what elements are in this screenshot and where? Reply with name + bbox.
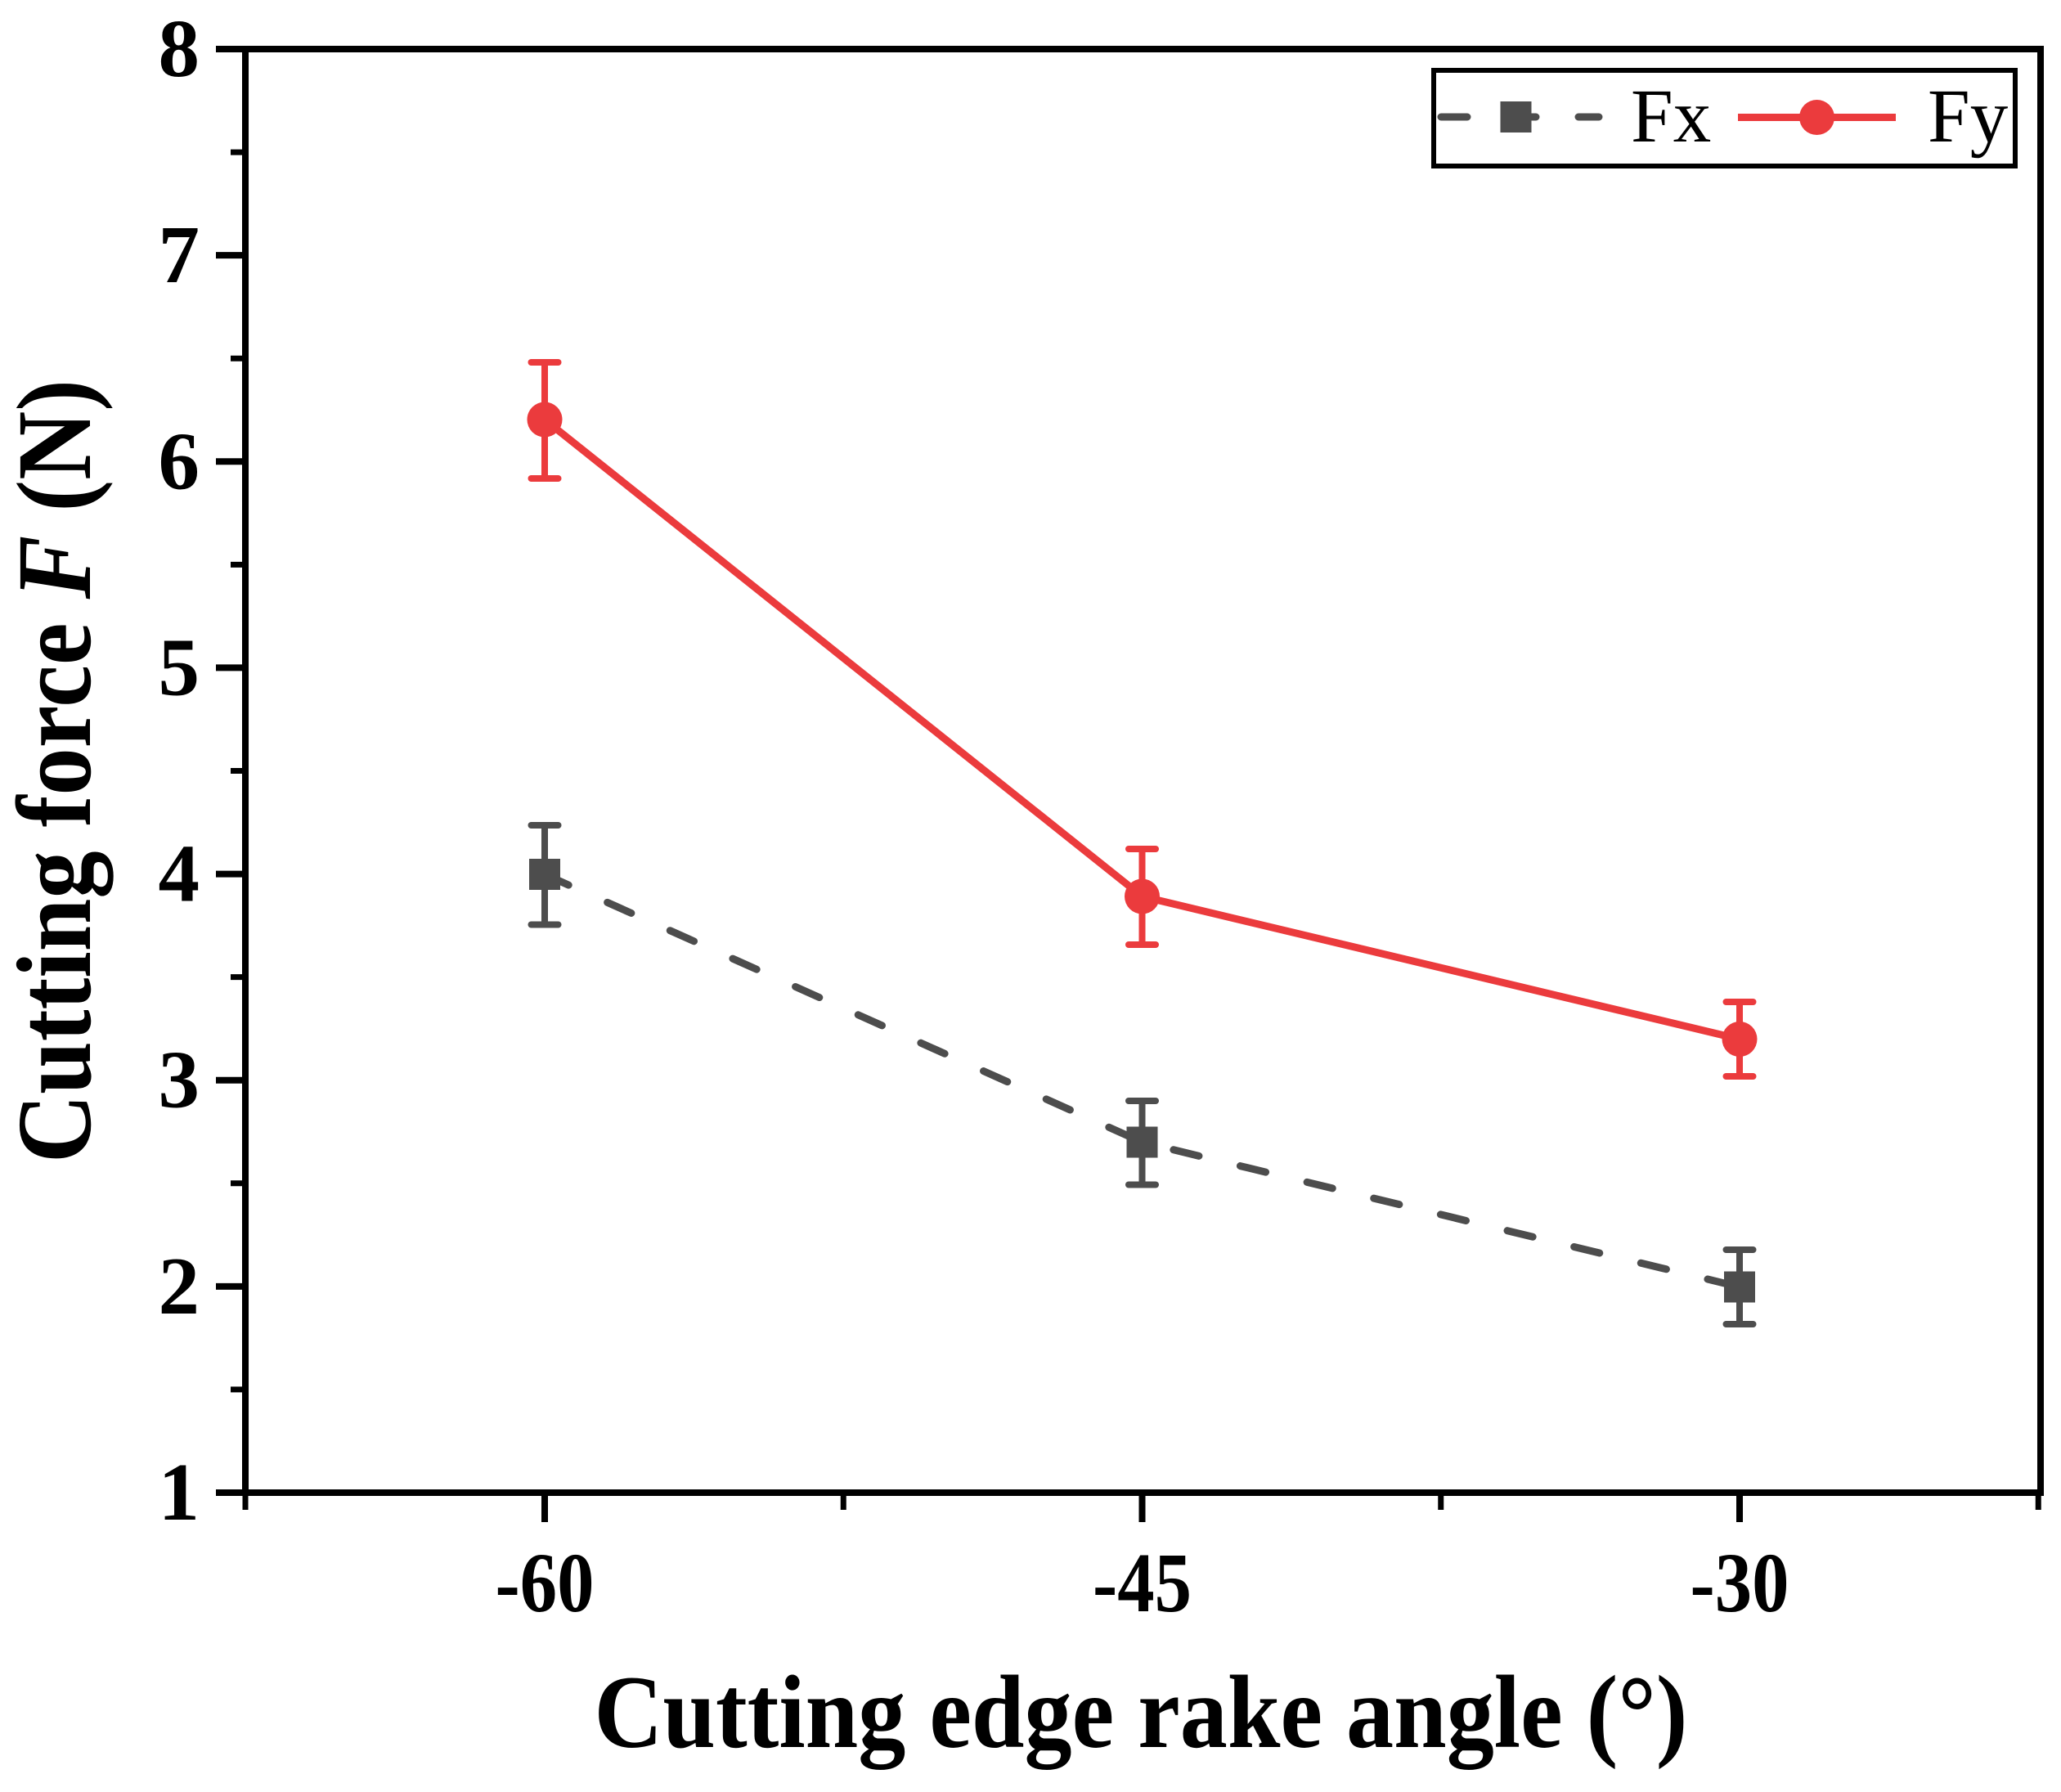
svg-text:-60: -60 xyxy=(496,1536,595,1630)
svg-text:7: 7 xyxy=(159,209,200,300)
svg-text:Cutting edge rake angle (°): Cutting edge rake angle (°) xyxy=(595,1655,1688,1770)
svg-text:5: 5 xyxy=(159,621,200,712)
svg-text:Fy: Fy xyxy=(1928,74,2009,159)
svg-text:Cutting force F (N): Cutting force F (N) xyxy=(0,380,114,1163)
svg-text:4: 4 xyxy=(159,828,200,919)
svg-text:6: 6 xyxy=(159,415,200,506)
svg-text:8: 8 xyxy=(159,2,200,94)
svg-text:-45: -45 xyxy=(1093,1536,1192,1630)
svg-text:Fx: Fx xyxy=(1631,74,1711,159)
svg-text:1: 1 xyxy=(159,1446,200,1538)
svg-text:2: 2 xyxy=(159,1240,200,1332)
svg-text:3: 3 xyxy=(159,1034,200,1125)
svg-text:-30: -30 xyxy=(1691,1536,1789,1630)
